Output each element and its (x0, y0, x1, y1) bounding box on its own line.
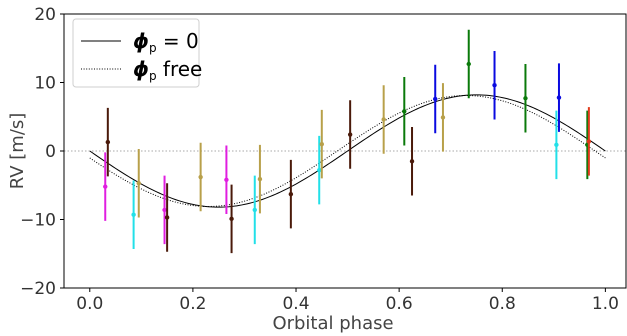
data-points (103, 29, 592, 254)
point-marker (409, 159, 415, 164)
legend-box (72, 18, 200, 88)
data-point (164, 183, 170, 252)
data-point (381, 85, 386, 154)
model-curve-free (89, 95, 606, 207)
point-marker (433, 96, 438, 102)
legend-label: ϕp = 0 (133, 29, 199, 55)
x-tick-label: 0.4 (282, 294, 309, 314)
legend: ϕp = 0ϕp free (72, 18, 202, 88)
data-point (402, 77, 407, 146)
y-axis-label: RV [m/s] (7, 113, 28, 190)
data-point (317, 135, 322, 205)
y-tick-label: 20 (34, 5, 56, 25)
data-point (433, 64, 438, 134)
data-point (257, 144, 263, 214)
point-marker (492, 83, 497, 88)
legend-symbol: ϕ (133, 29, 149, 53)
data-point (466, 29, 471, 99)
y-tick-label: −10 (20, 211, 56, 231)
legend-symbol: ϕ (133, 57, 149, 81)
x-tick-label: 0.6 (386, 294, 413, 314)
point-marker (224, 177, 229, 182)
data-point (440, 83, 446, 152)
data-point (224, 145, 229, 215)
point-marker (198, 174, 203, 180)
model-curve-fixed (89, 94, 606, 208)
point-marker (105, 139, 111, 145)
data-point (198, 142, 203, 212)
point-marker (103, 184, 108, 189)
y-tick-label: 0 (45, 142, 56, 162)
legend-subscript: p (149, 41, 157, 55)
point-marker (523, 96, 528, 101)
axes: 0.0 0.2 0.4 0.6 0.8 1.0 −20 −10 0 10 20 Orbital pha… (7, 5, 627, 334)
x-tick-label: 0.0 (76, 294, 103, 314)
model-curves (89, 94, 606, 208)
legend-subscript: p (149, 69, 157, 83)
point-marker (162, 207, 167, 213)
x-tick-label: 0.2 (179, 294, 206, 314)
point-marker (252, 207, 257, 213)
point-marker (164, 215, 170, 220)
data-point (409, 127, 415, 196)
data-point (136, 148, 141, 218)
y-tick-label: −20 (20, 279, 56, 299)
data-point (586, 107, 592, 176)
legend-suffix: = 0 (157, 29, 199, 53)
point-marker (440, 115, 446, 120)
point-marker (466, 61, 471, 67)
point-marker (229, 216, 234, 222)
point-marker (319, 141, 324, 147)
y-tick-label: 10 (34, 74, 56, 94)
data-point (347, 100, 353, 169)
point-marker (288, 191, 294, 197)
point-marker (402, 109, 407, 114)
legend-label: ϕp free (133, 57, 202, 83)
legend-suffix: free (157, 57, 203, 81)
point-marker (131, 212, 136, 217)
point-marker (257, 176, 263, 182)
point-marker (556, 95, 562, 100)
data-point (105, 107, 111, 177)
data-point (492, 50, 497, 120)
x-axis-label: Orbital phase (272, 313, 393, 334)
point-marker (381, 117, 386, 122)
point-marker (317, 167, 322, 173)
point-marker (586, 139, 592, 144)
point-marker (347, 132, 353, 137)
data-point (162, 175, 167, 245)
data-point (556, 63, 562, 132)
data-point (523, 64, 528, 133)
data-point (229, 184, 234, 254)
data-point (319, 109, 324, 179)
x-tick-label: 0.8 (489, 294, 516, 314)
data-point (131, 180, 136, 249)
point-marker (554, 142, 559, 148)
data-point (288, 159, 294, 229)
data-point (252, 175, 257, 245)
data-point (554, 110, 559, 180)
point-marker (136, 180, 141, 186)
data-point (103, 152, 108, 221)
x-tick-label: 1.0 (592, 294, 619, 314)
